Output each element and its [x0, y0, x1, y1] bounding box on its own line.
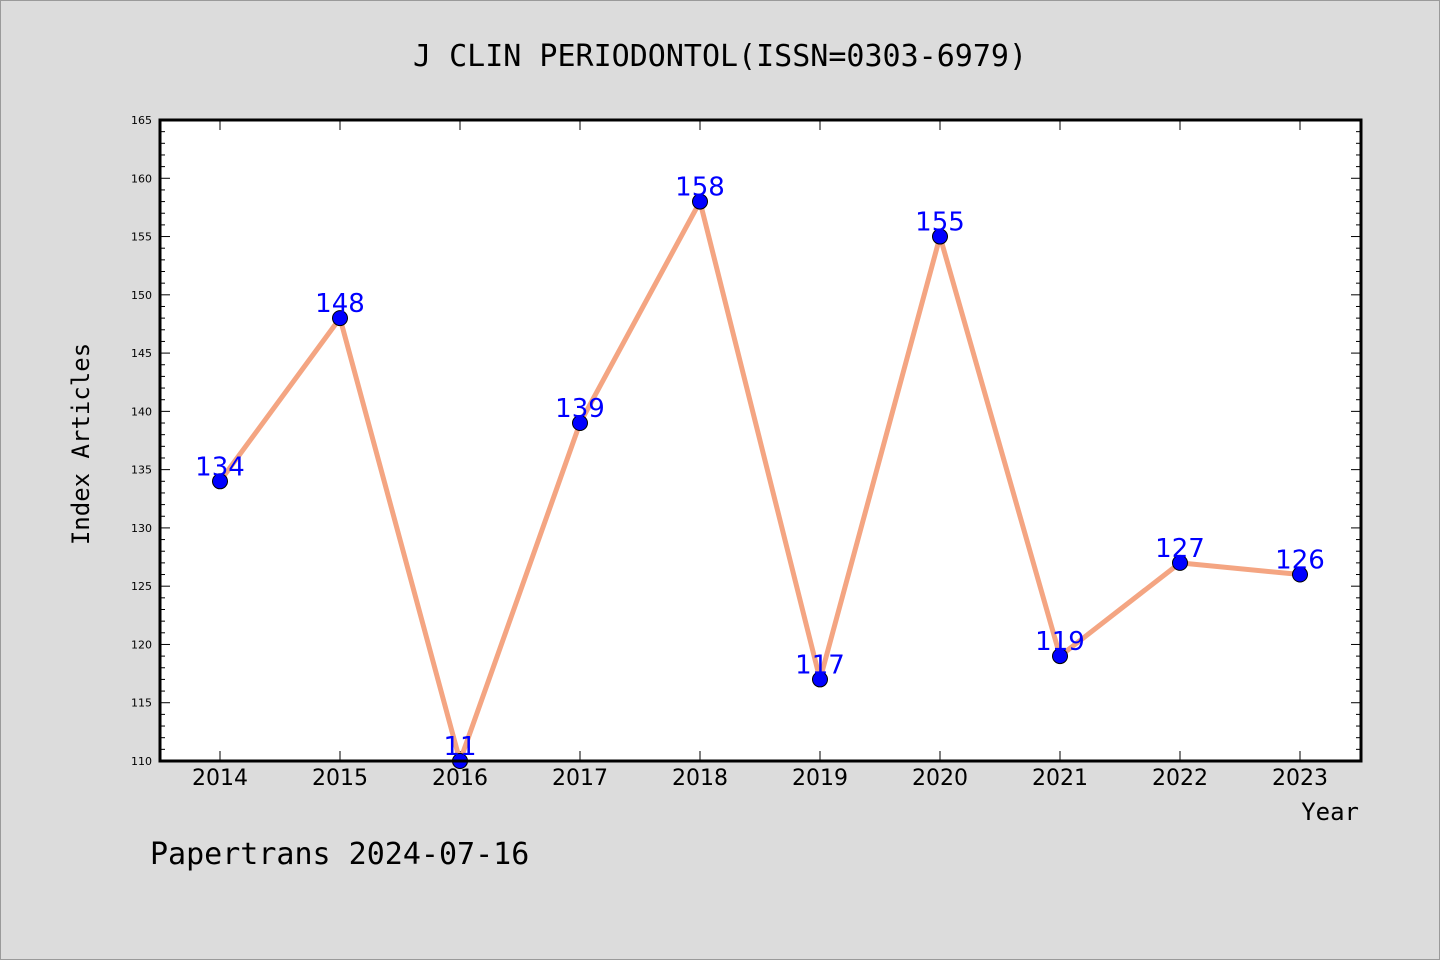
plot-border	[158, 118, 1363, 763]
data-label: 134	[195, 452, 245, 482]
data-point	[212, 473, 228, 490]
data-label: 158	[675, 173, 725, 203]
data-point	[1292, 566, 1308, 583]
y-tick-label: 120	[131, 638, 152, 651]
data-label: 148	[315, 289, 365, 319]
x-tick-label: 2015	[312, 766, 368, 791]
y-tick-label: 140	[131, 405, 152, 418]
data-point	[932, 228, 948, 245]
y-tick-label: 150	[131, 289, 152, 302]
data-label: 139	[555, 394, 605, 424]
data-label: 126	[1275, 546, 1325, 576]
x-tick-label: 2021	[1032, 766, 1088, 791]
data-point	[332, 310, 348, 327]
y-tick-label: 165	[131, 114, 152, 127]
y-tick-label: 135	[131, 464, 152, 477]
data-point	[1172, 554, 1188, 571]
x-tick-label: 2019	[792, 766, 848, 791]
x-tick-label: 2023	[1272, 766, 1328, 791]
x-tick-label: 2017	[552, 766, 608, 791]
y-axis: 110 115 120 125 130 135 140 145 150 155 160 165	[131, 114, 1361, 768]
y-tick-label: 155	[131, 231, 152, 244]
x-tick-label: 2016	[432, 766, 488, 791]
y-tick-label: 115	[131, 697, 152, 710]
x-axis-title: Year	[1301, 798, 1359, 826]
series-group	[212, 193, 1308, 769]
y-tick-label: 125	[131, 580, 152, 593]
x-axis: 2014 2015 2016 2017 2018 2019 2020 2021 2022 2023	[192, 120, 1328, 791]
y-tick-label: 130	[131, 522, 152, 535]
x-tick-label: 2022	[1152, 766, 1208, 791]
chart-title: J CLIN PERIODONTOL(ISSN=0303-6979)	[413, 39, 1027, 74]
data-label: 155	[915, 208, 965, 238]
data-label: 117	[795, 650, 845, 680]
y-tick-label: 110	[131, 755, 152, 768]
series-line	[217, 199, 1303, 764]
footer-credit: Papertrans 2024-07-16	[150, 837, 529, 872]
y-tick-label: 160	[131, 172, 152, 185]
data-label: 127	[1155, 534, 1205, 564]
x-tick-label: 2014	[192, 766, 248, 791]
data-label-group: 134 148 11 139 158 117 155 119 127 126	[195, 173, 1325, 762]
data-label: 11	[443, 732, 476, 762]
data-point	[572, 415, 588, 432]
data-point	[1052, 648, 1068, 665]
x-tick-label: 2018	[672, 766, 728, 791]
y-axis-title: Index Articles	[67, 343, 95, 545]
data-point	[692, 193, 708, 210]
x-tick-label: 2020	[912, 766, 968, 791]
data-label: 119	[1035, 627, 1085, 657]
y-tick-label: 145	[131, 347, 152, 360]
data-point	[812, 671, 828, 688]
